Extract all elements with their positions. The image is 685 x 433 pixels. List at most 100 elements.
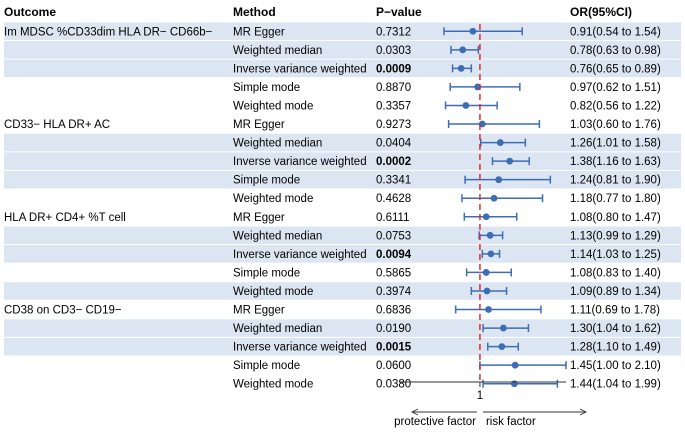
row-pvalue: 0.0303 <box>376 45 411 57</box>
header-method: Method <box>233 5 276 19</box>
estimate-point <box>482 269 490 276</box>
row-method: Weighted mode <box>233 379 313 391</box>
risk-arrow-head <box>579 408 588 416</box>
row-pvalue: 0.3341 <box>376 175 411 187</box>
row-pvalue: 0.6111 <box>376 212 409 224</box>
row-shade <box>4 170 681 189</box>
row-shade <box>4 133 681 152</box>
estimate-point <box>495 176 503 184</box>
estimate-point <box>459 46 467 54</box>
row-pvalue: 0.7312 <box>376 26 411 38</box>
risk-factor-label: risk factor <box>486 416 536 428</box>
row-shade <box>4 226 681 245</box>
row-method: Weighted median <box>233 230 322 242</box>
row-method: Weighted mode <box>233 100 313 112</box>
header-pvalue: P−value <box>376 5 422 19</box>
row-method: Weighted mode <box>233 286 313 298</box>
row-method: Inverse variance weighted <box>233 63 367 75</box>
row-outcome: CD33− HLA DR+ AC <box>4 119 110 131</box>
row-or-label: 1.13(0.99 to 1.29) <box>570 230 661 242</box>
row-method: Inverse variance weighted <box>233 156 367 168</box>
row-or-label: 1.18(0.77 to 1.80) <box>570 193 661 205</box>
row-method: Weighted median <box>233 138 322 150</box>
estimate-point <box>500 324 507 332</box>
row-pvalue: 0.0190 <box>376 323 411 335</box>
row-or-label: 1.08(0.83 to 1.40) <box>570 267 661 279</box>
row-or-label: 1.28(1.10 to 1.49) <box>570 342 661 354</box>
estimate-point <box>490 194 498 202</box>
row-pvalue: 0.6836 <box>376 305 411 317</box>
estimate-point <box>510 380 518 388</box>
row-method: MR Egger <box>233 305 285 317</box>
row-pvalue: 0.0380 <box>376 379 411 391</box>
row-or-label: 1.11(0.69 to 1.78) <box>570 305 660 317</box>
row-pvalue: 0.0404 <box>376 138 412 150</box>
estimate-point <box>462 102 470 109</box>
estimate-point <box>506 157 514 165</box>
estimate-point <box>487 250 495 258</box>
row-pvalue: 0.3974 <box>376 286 412 298</box>
protective-factor-label: protective factor <box>394 416 476 428</box>
row-or-label: 1.14(1.03 to 1.25) <box>570 249 661 261</box>
row-pvalue: 0.0009 <box>376 63 411 75</box>
estimate-point <box>498 343 506 351</box>
row-method: MR Egger <box>233 26 285 38</box>
estimate-point <box>482 213 490 221</box>
row-or-label: 1.08(0.80 to 1.47) <box>570 212 661 224</box>
row-method: Weighted median <box>233 323 322 335</box>
row-or-label: 0.97(0.62 to 1.51) <box>570 82 661 94</box>
header-or: OR(95%CI) <box>570 5 632 19</box>
row-pvalue: 0.5865 <box>376 267 411 279</box>
row-pvalue: 0.0094 <box>376 249 412 261</box>
row-or-label: 1.24(0.81 to 1.90) <box>570 175 661 187</box>
row-method: Inverse variance weighted <box>233 342 367 354</box>
row-outcome: CD38 on CD3− CD19− <box>4 305 122 317</box>
row-shade <box>4 41 681 59</box>
estimate-point <box>485 306 492 313</box>
row-shade <box>4 245 681 263</box>
row-method: Weighted median <box>233 45 322 57</box>
row-or-label: 1.45(1.00 to 2.10) <box>570 360 661 372</box>
row-pvalue: 0.8870 <box>376 82 411 94</box>
row-outcome: Im MDSC %CD33dim HLA DR− CD66b− <box>4 26 213 38</box>
header-outcome: Outcome <box>4 5 56 19</box>
estimate-point <box>469 27 477 35</box>
row-or-label: 0.78(0.63 to 0.98) <box>570 45 661 57</box>
row-pvalue: 0.0600 <box>376 360 411 372</box>
reference-tick-label: 1 <box>477 390 483 402</box>
row-shade <box>4 319 681 337</box>
protective-arrow-head <box>410 408 419 416</box>
x-axis: 1 protective factor risk factor <box>394 24 588 428</box>
row-pvalue: 0.0015 <box>376 342 412 354</box>
row-shade <box>4 22 681 41</box>
row-shade <box>4 282 681 300</box>
row-or-label: 0.76(0.65 to 0.89) <box>570 63 661 75</box>
row-or-label: 1.26(1.01 to 1.58) <box>570 138 661 150</box>
estimate-point <box>511 361 519 369</box>
row-shade <box>4 152 681 170</box>
row-pvalue: 0.3357 <box>376 100 411 112</box>
estimate-point <box>486 231 494 239</box>
row-pvalue: 0.0753 <box>376 230 411 242</box>
row-or-label: 1.30(1.04 to 1.62) <box>570 323 661 335</box>
row-or-label: 0.82(0.56 to 1.22) <box>570 100 661 112</box>
row-method: MR Egger <box>233 212 285 224</box>
row-shade <box>4 59 681 78</box>
row-pvalue: 0.0002 <box>376 156 411 168</box>
row-or-label: 1.09(0.89 to 1.34) <box>570 286 661 298</box>
row-method: Simple mode <box>233 267 300 279</box>
row-method: Inverse variance weighted <box>233 249 367 261</box>
table-rows: Im MDSC %CD33dim HLA DR− CD66b− MR Egger 0… <box>4 26 661 390</box>
row-or-label: 1.38(1.16 to 1.63) <box>570 156 661 168</box>
row-pvalue: 0.9273 <box>376 119 411 131</box>
estimate-point <box>496 139 504 146</box>
row-or-label: 1.03(0.60 to 1.76) <box>570 119 661 131</box>
column-headers: Outcome Method P−value OR(95%CI) <box>4 5 632 19</box>
row-or-label: 0.91(0.54 to 1.54) <box>570 26 661 38</box>
row-method: Simple mode <box>233 175 300 187</box>
row-method: MR Egger <box>233 119 285 131</box>
row-method: Weighted mode <box>233 193 313 205</box>
row-pvalue: 0.4628 <box>376 193 411 205</box>
estimate-point <box>457 64 465 72</box>
